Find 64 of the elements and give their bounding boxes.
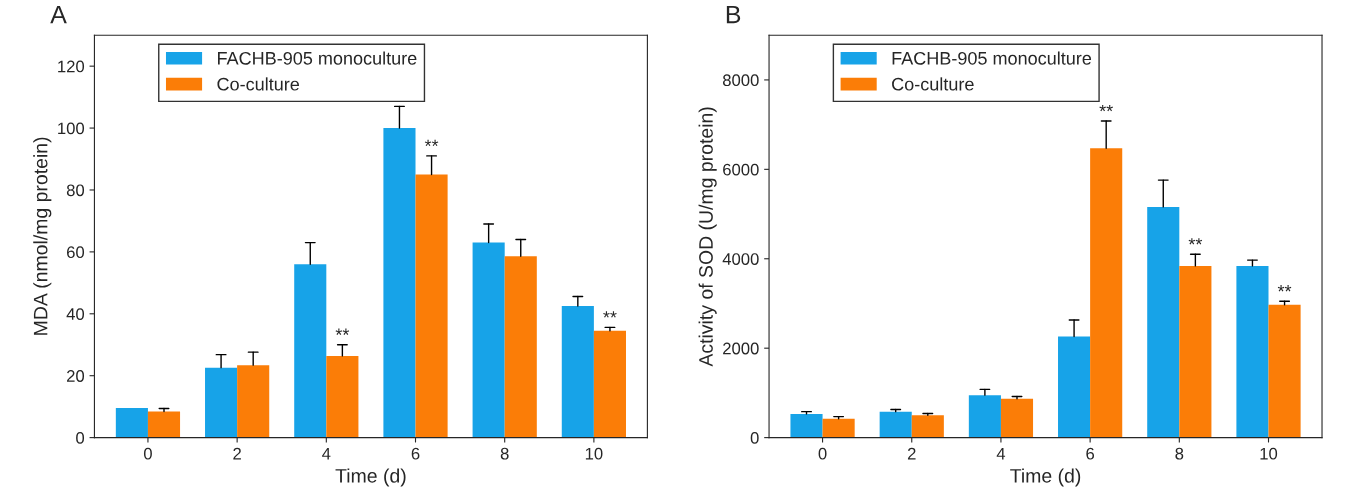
x-tick-label: 0 xyxy=(143,447,152,460)
y-tick-label: 2000 xyxy=(723,342,759,355)
bar xyxy=(593,330,626,438)
bar xyxy=(115,407,148,438)
y-tick-label: 20 xyxy=(67,370,85,382)
bar xyxy=(205,367,238,438)
annotation: ** xyxy=(1188,238,1203,245)
x-tick-label: 4 xyxy=(996,447,1006,460)
bar xyxy=(1000,398,1034,438)
bar xyxy=(1179,265,1212,438)
bar xyxy=(1090,148,1123,438)
bar xyxy=(561,306,594,438)
y-tick-label: 6000 xyxy=(723,163,759,176)
y-axis-title: MDA (nmol/mg protein) xyxy=(33,137,52,335)
bar xyxy=(294,264,327,438)
bar xyxy=(472,242,505,438)
x-tick-label: 6 xyxy=(1086,447,1095,460)
legend-label: FACHB-905 monoculture xyxy=(892,51,1092,65)
bar xyxy=(822,418,855,438)
y-tick-label: 60 xyxy=(67,246,85,259)
annotation: ** xyxy=(335,328,350,335)
bar xyxy=(383,128,416,438)
legend-label: Co-culture xyxy=(217,77,300,91)
chart-title: A xyxy=(50,5,67,24)
annotation: ** xyxy=(603,311,617,318)
x-tick-label: 8 xyxy=(1175,447,1184,460)
x-tick-label: 10 xyxy=(585,447,603,460)
x-axis-title: Time (d) xyxy=(1010,468,1081,487)
bar xyxy=(790,413,823,438)
x-tick-label: 2 xyxy=(907,447,916,460)
annotation: ** xyxy=(424,139,439,147)
bar xyxy=(1058,336,1091,438)
bar xyxy=(415,174,448,438)
x-tick-label: 8 xyxy=(500,447,509,460)
bar xyxy=(911,415,944,438)
x-tick-label: 2 xyxy=(233,447,241,460)
x-axis-title: Time (d) xyxy=(335,468,406,487)
annotation: ** xyxy=(1099,104,1113,112)
y-axis-title: Activity of SOD (U/mg protein) xyxy=(698,107,717,367)
y-tick-label: 100 xyxy=(58,122,85,135)
y-tick-label: 0 xyxy=(750,432,759,444)
bar xyxy=(504,256,537,438)
bar xyxy=(326,355,359,438)
chart-title: B xyxy=(726,5,741,24)
bar xyxy=(879,411,912,438)
bar xyxy=(1236,265,1269,438)
y-tick-label: 4000 xyxy=(722,253,759,265)
bar xyxy=(237,365,270,438)
legend-label: FACHB-905 monoculture xyxy=(218,51,417,65)
legend-label: Co-culture xyxy=(892,77,974,91)
annotation: ** xyxy=(1277,285,1292,292)
x-tick-label: 6 xyxy=(411,447,420,460)
x-tick-label: 0 xyxy=(818,447,827,460)
x-tick-label: 10 xyxy=(1260,447,1278,460)
y-tick-label: 8000 xyxy=(722,74,759,87)
y-tick-label: 40 xyxy=(66,308,85,320)
x-tick-label: 4 xyxy=(322,447,331,460)
y-tick-label: 80 xyxy=(66,184,85,197)
bar xyxy=(147,411,181,438)
y-tick-label: 120 xyxy=(58,60,85,73)
bar xyxy=(968,395,1001,438)
y-tick-label: 0 xyxy=(76,432,85,444)
bar xyxy=(1147,206,1180,438)
bar xyxy=(1268,304,1301,438)
